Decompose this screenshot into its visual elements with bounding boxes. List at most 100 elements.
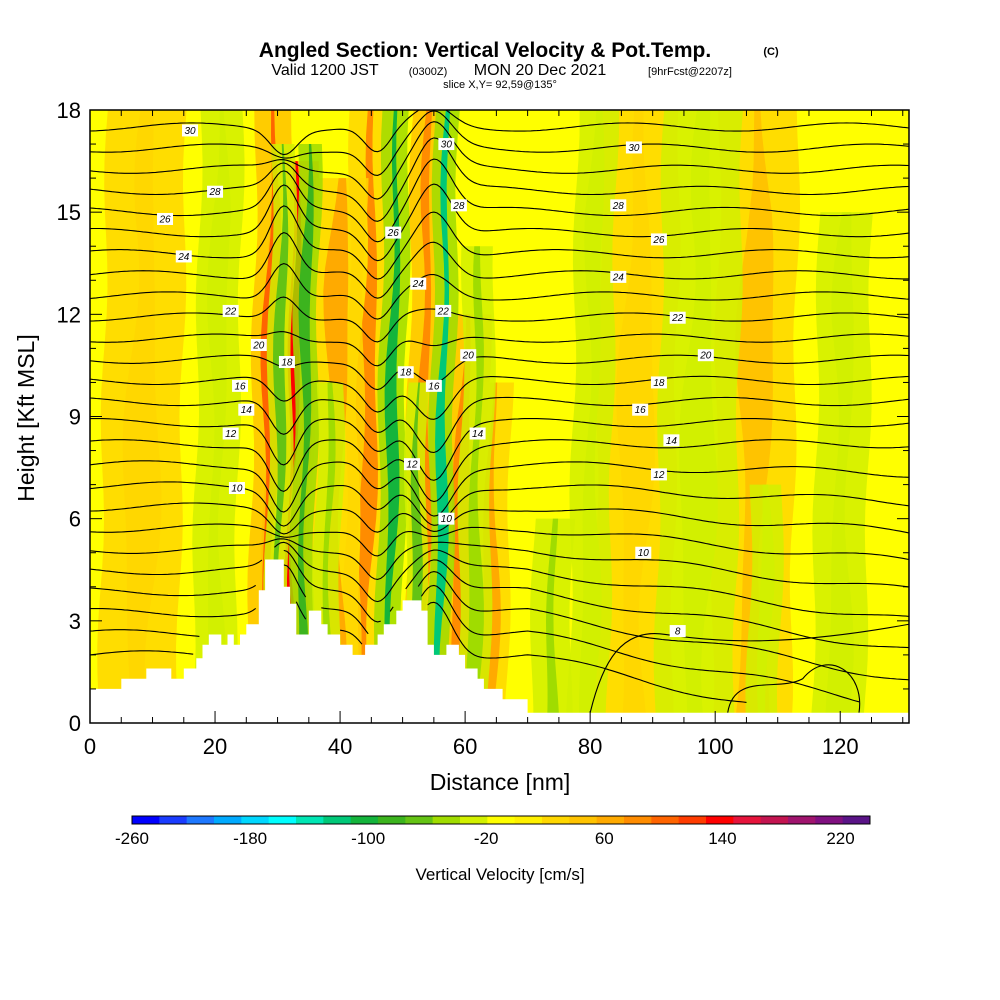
contour-label-bg-3	[207, 185, 224, 198]
colorbar-swatch-6	[296, 816, 324, 824]
contour-label-bg-18	[278, 356, 295, 369]
isentrope-0	[90, 601, 747, 703]
colorbar-swatch-23	[760, 816, 789, 824]
colorbar-swatch-13	[487, 816, 516, 824]
colorbar-label-4: 60	[595, 829, 614, 848]
contour-label-3: 28	[208, 187, 221, 198]
downdraft-core-10	[756, 484, 775, 723]
contour-label-bg-28	[403, 458, 420, 471]
isentrope-21	[90, 158, 909, 243]
colorbar-swatch-3	[214, 816, 242, 824]
contour-label-28: 12	[406, 460, 418, 471]
x-tick-label-3: 60	[453, 734, 477, 759]
x-tick-label-6: 120	[822, 734, 859, 759]
y-tick-label-2: 6	[69, 507, 81, 532]
contour-label-25: 14	[472, 429, 484, 440]
colorbar-swatch-15	[542, 816, 570, 824]
isentrope-15	[90, 331, 909, 367]
isentrope-2	[90, 564, 909, 681]
contour-label-31: 10	[441, 514, 453, 525]
contour-label-8: 26	[652, 235, 665, 246]
x-tick-label-0: 0	[84, 734, 96, 759]
contour-label-11: 24	[612, 272, 625, 283]
colorbar-swatch-21	[706, 816, 734, 824]
contour-label-bg-29	[650, 468, 667, 481]
isentrope-19	[90, 205, 909, 280]
colorbar-swatch-12	[460, 816, 488, 824]
y-axis: 0 3 6 9 12 15 18	[57, 98, 909, 736]
downdraft-core-6	[202, 110, 231, 723]
isentrope-20	[90, 183, 909, 262]
plot-area: 30 30 30 28 28 28 26 26 26 24 24 24 22 22 22 20 20 20 18 18…	[90, 110, 909, 723]
isentrope-11	[90, 417, 909, 481]
x-tick-label-5: 100	[697, 734, 734, 759]
updraft-core-2	[356, 110, 378, 723]
contour-label-bg-12	[222, 304, 239, 317]
contour-label-bg-4	[450, 199, 467, 212]
contour-label-17: 20	[699, 351, 712, 362]
colorbar-swatch-0	[132, 816, 160, 824]
isentrope-14	[90, 354, 909, 391]
colorbar-swatch-20	[678, 816, 707, 824]
contour-label-bg-24	[238, 403, 255, 416]
subtitle-valid: Valid 1200 JST	[271, 62, 379, 79]
isentrope-24	[90, 110, 909, 176]
contour-label-10: 24	[412, 279, 425, 290]
contour-label-bg-14	[669, 311, 686, 324]
contour-label-bg-7	[385, 226, 402, 239]
contour-label-bg-0	[182, 124, 199, 137]
contour-label-bg-16	[460, 349, 477, 362]
contour-label-2: 30	[628, 143, 640, 154]
contour-label-bg-26	[663, 434, 680, 447]
contour-label-27: 12	[225, 429, 237, 440]
isentrope-18	[90, 232, 909, 299]
colorbar-swatch-14	[514, 816, 543, 824]
contour-label-33: 8	[675, 627, 681, 638]
colorbar: -260 -180 -100 -20 60 140 220	[115, 815, 871, 848]
colorbar-title: Vertical Velocity [cm/s]	[415, 865, 584, 884]
contour-label-bg-9	[175, 250, 192, 263]
terrain-profile	[90, 559, 909, 723]
isentrope-1	[90, 584, 860, 703]
subtitle-utc: (0300Z)	[409, 66, 448, 78]
colorbar-label-3: -20	[474, 829, 499, 848]
isentrope-13	[90, 375, 909, 420]
potential-temperature-contours	[90, 110, 909, 713]
x-axis-label: Distance [nm]	[430, 769, 571, 795]
title-mark: (C)	[763, 46, 779, 58]
contour-label-24: 14	[241, 405, 253, 416]
contour-label-bg-15	[250, 338, 267, 351]
colorbar-label-0: -260	[115, 829, 149, 848]
colorbar-label-1: -180	[233, 829, 267, 848]
isentrope-6	[90, 523, 909, 561]
contour-label-20: 18	[653, 378, 665, 389]
y-tick-label-3: 9	[69, 405, 81, 430]
contour-label-4: 28	[452, 201, 465, 212]
contour-label-bg-5	[610, 199, 627, 212]
contour-label-bg-25	[469, 427, 486, 440]
y-tick-label-4: 12	[57, 302, 81, 327]
contour-label-bg-13	[435, 304, 452, 317]
contour-label-bg-27	[222, 427, 239, 440]
contour-label-5: 28	[612, 201, 625, 212]
contour-label-bg-17	[697, 349, 714, 362]
isentrope-12	[90, 396, 909, 454]
colorbar-swatch-17	[596, 816, 625, 824]
downdraft-core-3	[433, 110, 451, 723]
downdraft-core-5	[464, 246, 484, 723]
contour-label-21: 16	[234, 381, 246, 392]
colorbar-swatch-8	[350, 816, 379, 824]
contour-label-bg-22	[425, 379, 442, 392]
contour-label-15: 20	[252, 340, 265, 351]
isentrope-5	[90, 538, 909, 588]
isentrope-7	[90, 502, 909, 535]
contour-label-bg-8	[650, 233, 667, 246]
contour-label-29: 12	[653, 470, 665, 481]
subtitle-forecast: [9hrFcst@2207z]	[648, 66, 732, 78]
contour-label-22: 16	[428, 381, 440, 392]
x-tick-label-4: 80	[578, 734, 602, 759]
colorbar-swatch-25	[815, 816, 844, 824]
colorbar-swatch-11	[432, 816, 461, 824]
contour-label-9: 24	[177, 252, 190, 263]
